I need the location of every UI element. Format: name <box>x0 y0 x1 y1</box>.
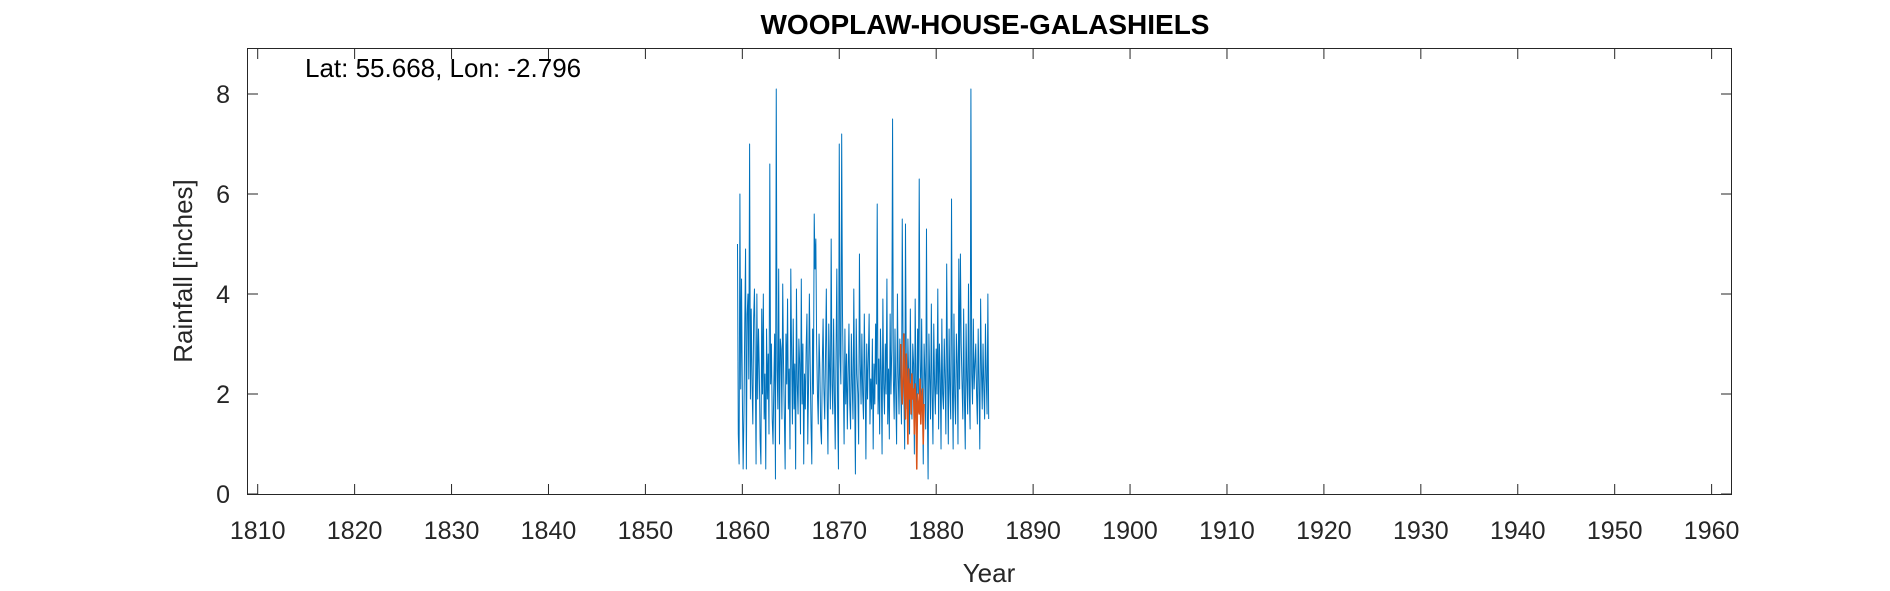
location-annotation: Lat: 55.668, Lon: -2.796 <box>305 53 581 83</box>
rainfall-series-line-1 <box>736 88 990 480</box>
series-layer <box>736 88 990 480</box>
y-tick-label: 4 <box>216 281 230 309</box>
x-tick-label: 1950 <box>1587 517 1643 545</box>
y-axis-ticks: 0 2 4 6 8 <box>216 81 1731 509</box>
x-tick-label: 1840 <box>521 517 577 545</box>
x-tick-label: 1870 <box>811 517 867 545</box>
x-tick-label: 1860 <box>715 517 771 545</box>
x-tick-label: 1910 <box>1199 517 1255 545</box>
y-axis-label: Rainfall [inches] <box>168 179 198 363</box>
x-tick-label: 1880 <box>908 517 964 545</box>
y-tick-label: 2 <box>216 381 230 409</box>
x-tick-label: 1850 <box>618 517 674 545</box>
plot-area-frame <box>247 48 1732 495</box>
y-tick-label: 0 <box>216 481 230 509</box>
y-tick-label: 6 <box>216 181 230 209</box>
x-tick-label: 1940 <box>1490 517 1546 545</box>
rainfall-series-line-2 <box>899 333 925 470</box>
x-tick-label: 1930 <box>1393 517 1449 545</box>
x-tick-label: 1960 <box>1684 517 1740 545</box>
x-tick-label: 1920 <box>1296 517 1352 545</box>
x-tick-label: 1900 <box>1102 517 1158 545</box>
y-tick-label: 8 <box>216 81 230 109</box>
x-tick-label: 1830 <box>424 517 480 545</box>
x-axis-ticks: 1810 1820 1830 1840 1850 1860 1870 1880 1890 1900… <box>230 49 1740 545</box>
x-axis-label: Year <box>963 558 1016 588</box>
x-tick-label: 1890 <box>1005 517 1061 545</box>
chart-title: WOOPLAW-HOUSE-GALASHIELS <box>761 9 1210 40</box>
x-tick-label: 1810 <box>230 517 286 545</box>
x-tick-label: 1820 <box>327 517 383 545</box>
